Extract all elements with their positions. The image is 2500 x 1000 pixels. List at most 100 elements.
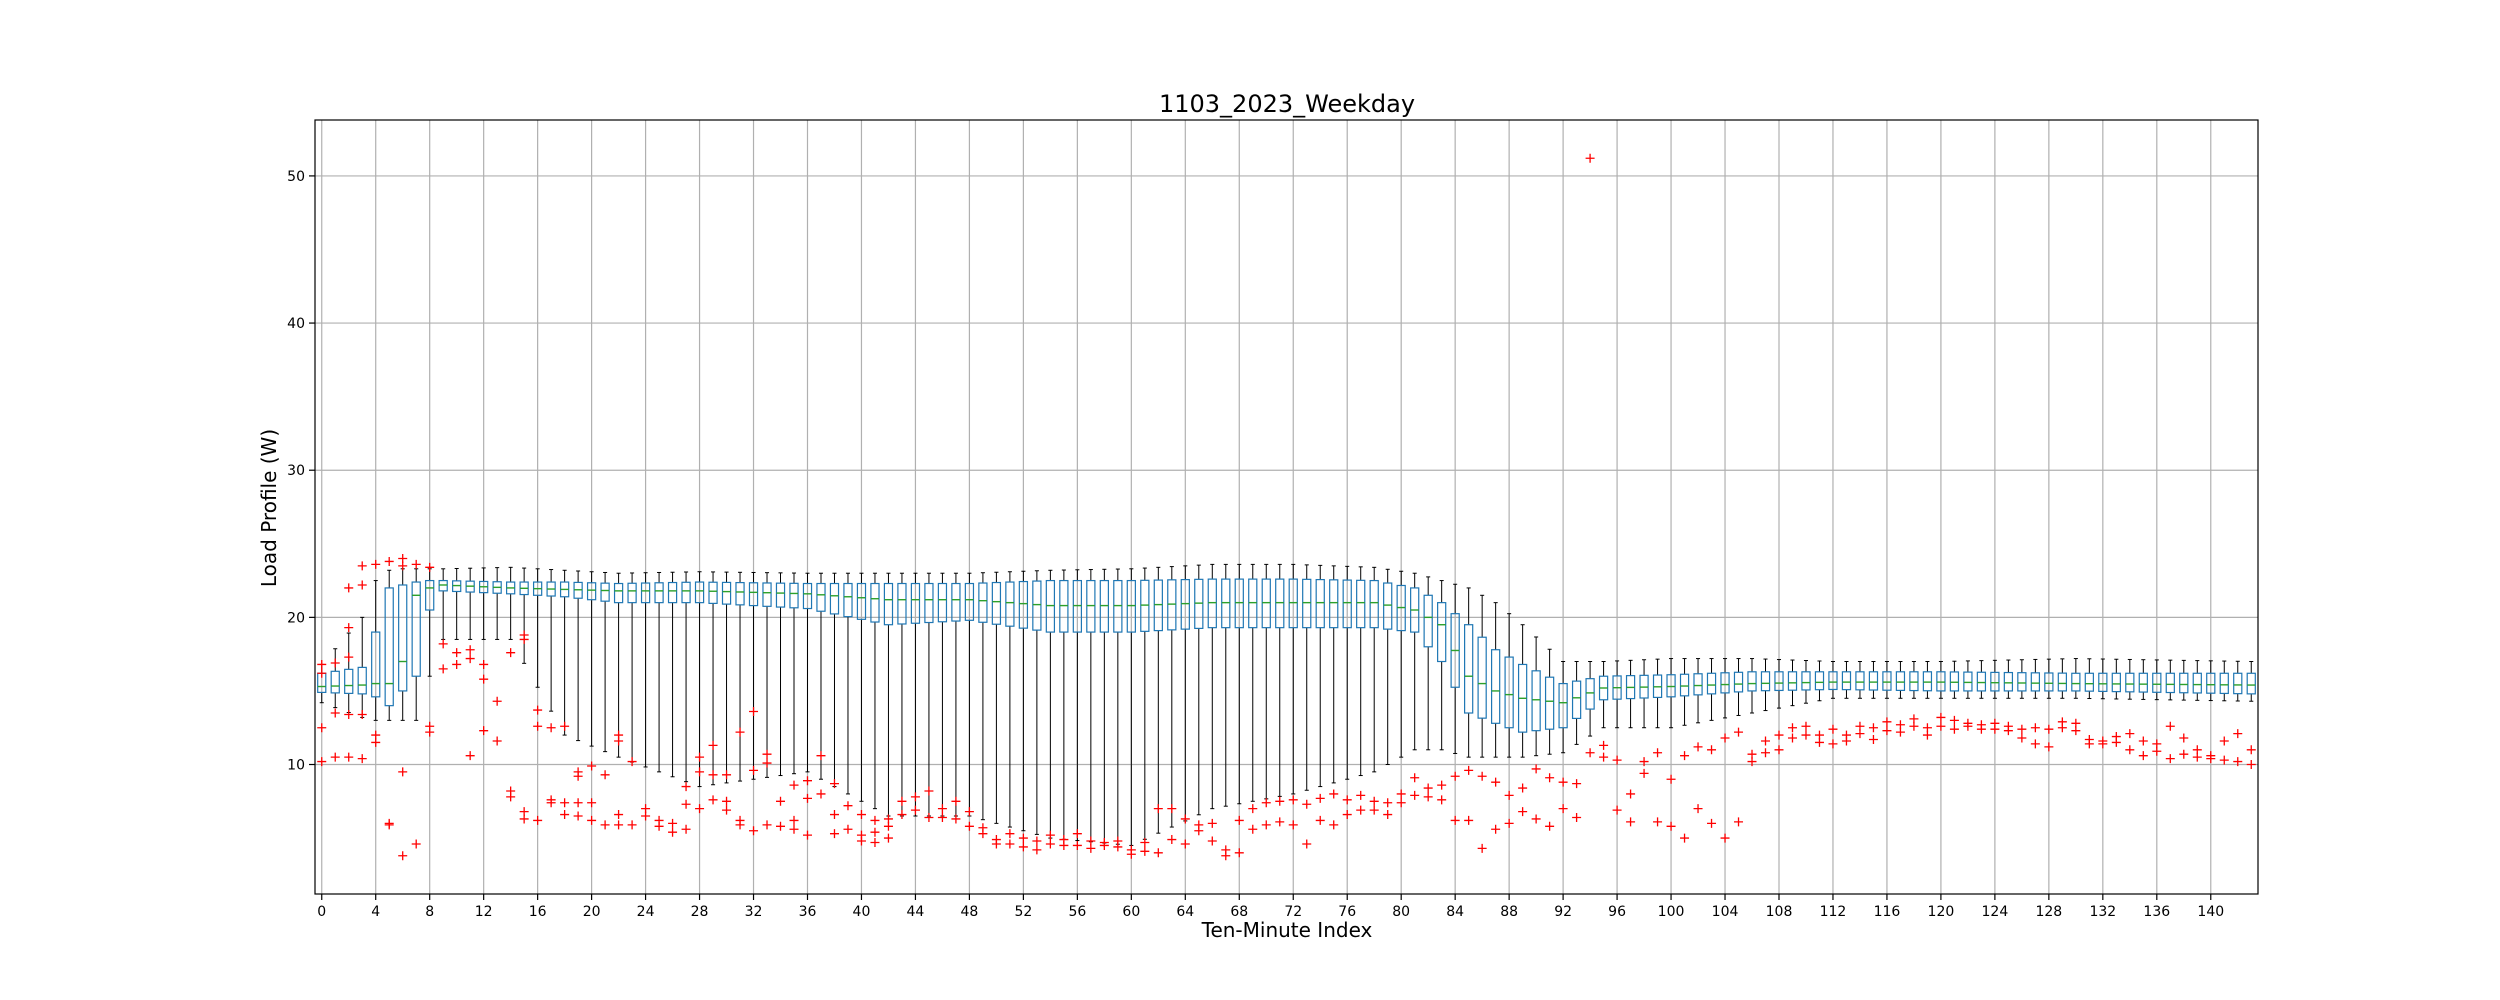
box-85 — [1464, 587, 1474, 758]
box-124 — [1990, 659, 2000, 699]
outlier-marker — [1666, 774, 1676, 784]
outlier-marker — [681, 824, 691, 834]
outlier-marker — [411, 839, 421, 849]
iqr-box — [1882, 671, 1892, 691]
iqr-box — [924, 582, 934, 624]
outlier-marker — [1248, 804, 1258, 814]
plot-frame — [314, 119, 2259, 895]
outlier-marker — [924, 812, 934, 822]
iqr-box — [627, 582, 637, 604]
outlier-marker — [1936, 721, 1946, 731]
outlier-marker — [1787, 723, 1797, 733]
outlier-marker — [749, 826, 759, 836]
outlier-marker — [1234, 815, 1244, 825]
iqr-box — [1571, 680, 1582, 720]
outlier-marker — [829, 810, 839, 820]
outlier-marker — [614, 820, 624, 830]
outlier-marker — [843, 801, 853, 811]
box-98 — [1639, 659, 1649, 729]
iqr-box — [748, 582, 759, 607]
box-97 — [1625, 659, 1636, 729]
outlier-marker — [843, 824, 853, 834]
iqr-box — [1288, 578, 1298, 629]
iqr-box — [1490, 649, 1501, 724]
outlier-marker — [1707, 745, 1717, 755]
outlier-marker — [1072, 829, 1082, 839]
outlier-marker — [762, 749, 772, 759]
box-87 — [1490, 602, 1501, 758]
box-113 — [1841, 661, 1852, 699]
box-30 — [721, 571, 732, 784]
outlier-marker — [1018, 842, 1028, 852]
outlier-marker — [1990, 724, 2000, 734]
x-tick-label: 8 — [425, 904, 434, 920]
box-69 — [1248, 563, 1258, 802]
iqr-box — [344, 668, 354, 694]
outlier-marker — [668, 818, 678, 828]
outlier-marker — [1814, 737, 1824, 747]
box-139 — [2192, 660, 2202, 701]
iqr-box — [843, 582, 853, 618]
outlier-marker — [937, 804, 947, 814]
iqr-box — [2246, 672, 2256, 695]
outlier-marker — [1585, 748, 1595, 758]
outlier-marker — [1032, 836, 1042, 846]
outlier-marker — [1315, 815, 1325, 825]
y-tick-label: 10 — [287, 758, 305, 774]
x-tick-label: 64 — [1176, 904, 1194, 920]
iqr-box — [1558, 682, 1568, 729]
iqr-box — [2125, 672, 2135, 693]
outlier-marker — [330, 752, 340, 762]
iqr-box — [991, 581, 1002, 625]
outlier-marker — [614, 736, 624, 746]
outlier-marker — [614, 810, 624, 820]
outlier-marker — [695, 767, 705, 777]
iqr-box — [1976, 671, 1987, 692]
outlier-marker — [2165, 754, 2175, 764]
box-80 — [1396, 570, 1406, 758]
outlier-marker — [789, 780, 799, 790]
box-14 — [506, 566, 516, 640]
outlier-marker — [1545, 821, 1555, 831]
box-49 — [978, 572, 988, 821]
box-11 — [465, 567, 475, 640]
outlier-marker — [1207, 836, 1217, 846]
outlier-marker — [1302, 839, 1312, 849]
iqr-box — [829, 582, 840, 615]
box-47 — [951, 572, 961, 817]
box-128 — [2044, 658, 2054, 699]
iqr-box — [2030, 672, 2041, 692]
outlier-marker — [2098, 739, 2108, 749]
outlier-marker — [573, 811, 583, 821]
box-104 — [1720, 658, 1730, 719]
box-31 — [735, 571, 745, 782]
box-17 — [546, 569, 556, 712]
outlier-marker — [371, 559, 381, 569]
outlier-marker — [317, 668, 327, 678]
outlier-marker — [398, 851, 408, 861]
outlier-marker — [1315, 793, 1325, 803]
x-tick-label: 12 — [475, 904, 493, 920]
iqr-box — [1774, 671, 1784, 692]
iqr-box — [735, 581, 745, 606]
outlier-marker — [398, 561, 408, 571]
outlier-marker — [330, 708, 340, 718]
iqr-box — [1113, 579, 1123, 633]
outlier-marker — [1680, 751, 1690, 761]
iqr-box — [1909, 671, 1919, 692]
iqr-box — [1841, 671, 1852, 691]
outlier-marker — [2246, 760, 2256, 770]
iqr-box — [1153, 579, 1163, 632]
box-89 — [1517, 624, 1528, 758]
x-tick-label: 56 — [1068, 904, 1086, 920]
outlier-marker — [1396, 789, 1406, 799]
outlier-marker — [749, 707, 759, 717]
iqr-box — [1868, 671, 1879, 691]
x-tick-label: 128 — [2035, 904, 2062, 920]
outlier-marker — [1356, 790, 1366, 800]
outlier-marker — [2179, 749, 2189, 759]
iqr-box — [2179, 672, 2189, 694]
outlier-marker — [978, 829, 988, 839]
box-88 — [1504, 613, 1514, 758]
outlier-marker — [722, 796, 732, 806]
